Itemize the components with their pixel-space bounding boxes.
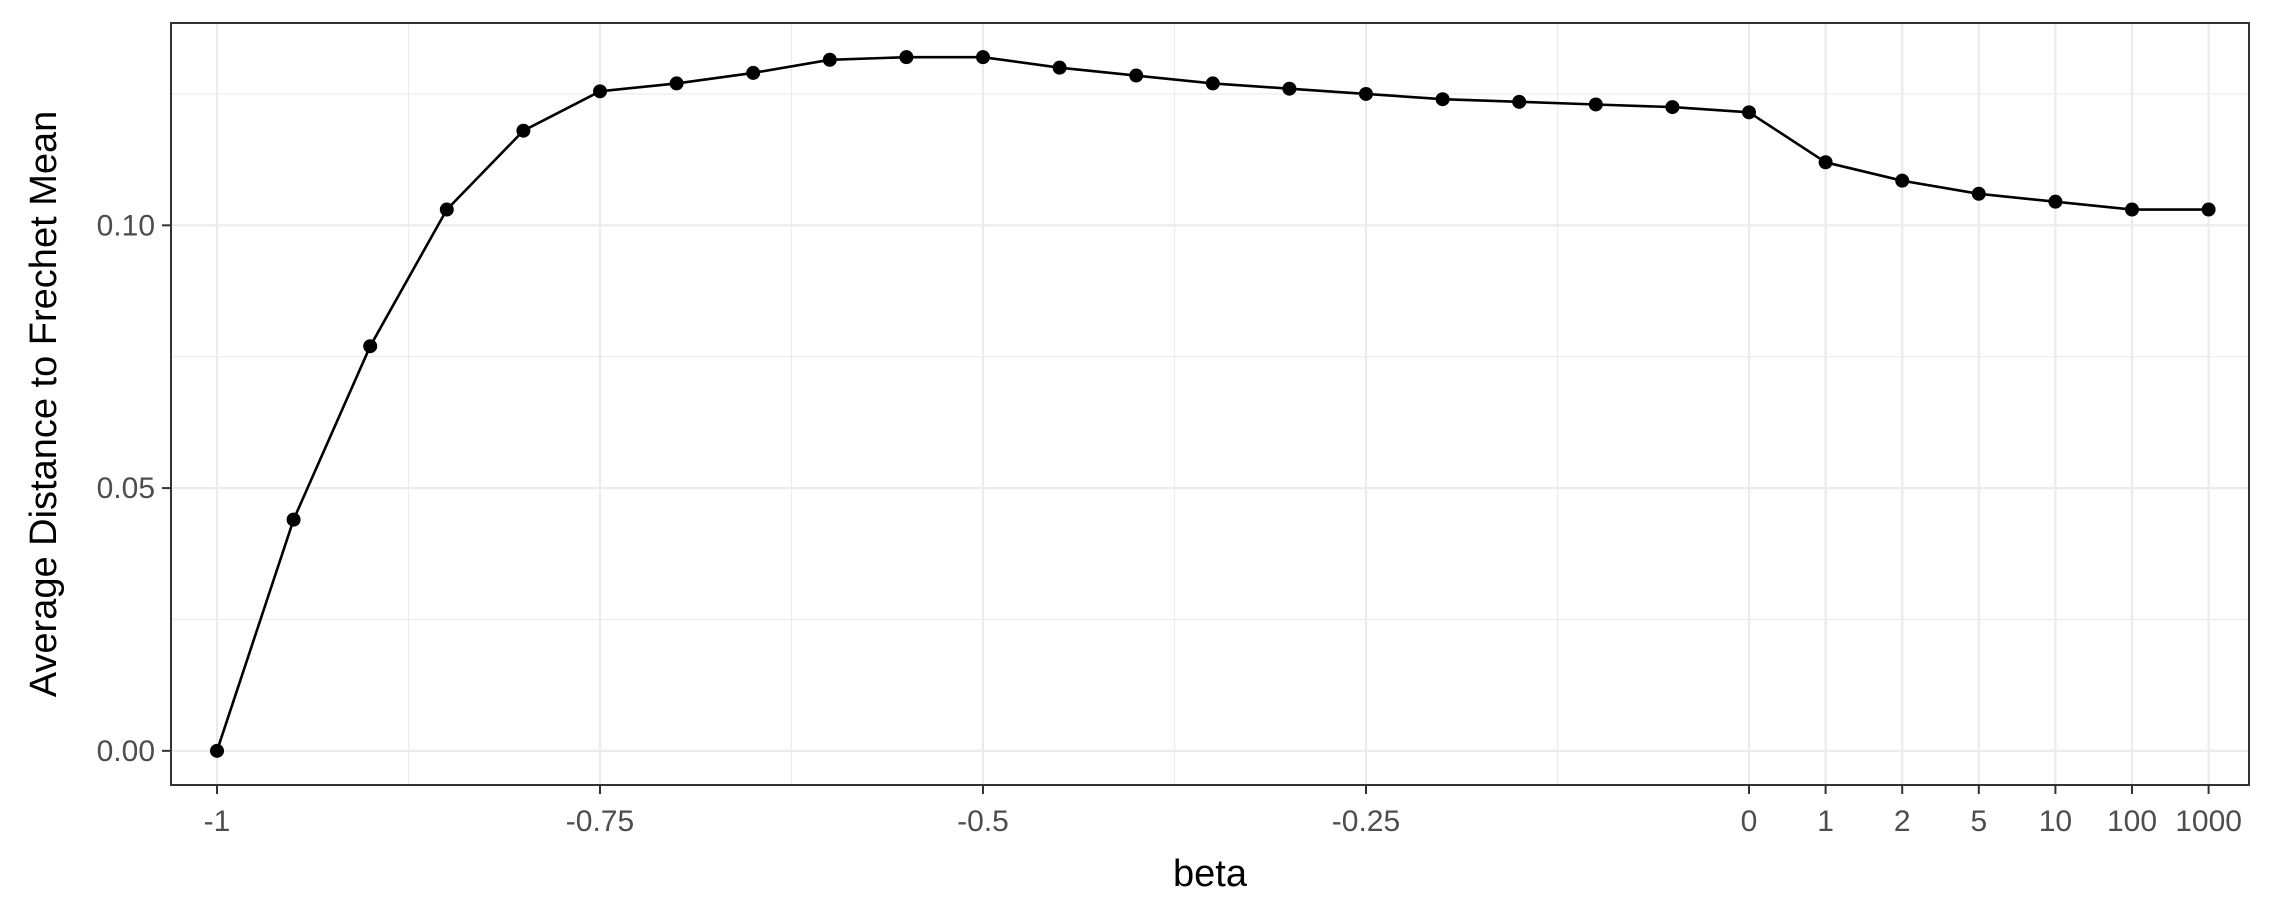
panel-border <box>170 22 2250 786</box>
data-point <box>2048 194 2063 209</box>
data-point <box>746 65 761 80</box>
x-tick-label: 1000 <box>2175 805 2242 838</box>
data-point <box>2201 202 2216 217</box>
y-tick-label: 0.10 <box>97 209 155 242</box>
data-point <box>210 743 224 758</box>
data-point <box>976 50 990 65</box>
data-point <box>593 84 607 99</box>
data-point <box>516 123 531 138</box>
data-point <box>1052 60 1067 75</box>
data-point <box>1282 81 1297 96</box>
x-tick-label: 100 <box>2107 805 2157 838</box>
x-tick-label: 1 <box>1817 805 1834 838</box>
data-point <box>1665 100 1680 115</box>
x-tick-label: -0.5 <box>957 805 1009 838</box>
data-point <box>669 76 684 91</box>
data-point <box>1818 155 1833 170</box>
data-point <box>286 512 301 527</box>
data-point <box>1895 173 1910 188</box>
data-point <box>2125 202 2139 217</box>
x-axis: -1 -0.75 -0.5 -0.25 0 1 2 5 10 100 1000 <box>204 785 2242 838</box>
data-point <box>899 50 914 65</box>
x-axis-title: beta <box>1173 853 1248 895</box>
data-point <box>1512 94 1527 109</box>
x-tick-label: 2 <box>1894 805 1911 838</box>
y-axis: 0.00 0.05 0.10 <box>97 209 171 768</box>
data-point <box>439 202 454 217</box>
data-point <box>822 52 837 67</box>
x-tick-label: 5 <box>1970 805 1987 838</box>
data-point <box>1742 105 1756 120</box>
data-point <box>1205 76 1220 91</box>
y-axis-title: Average Distance to Frechet Mean <box>23 111 65 698</box>
grid-minor <box>171 23 2249 785</box>
x-tick-label: 10 <box>2039 805 2072 838</box>
x-tick-label: -0.75 <box>566 805 634 838</box>
data-point <box>1359 86 1373 101</box>
data-point <box>1971 186 1986 201</box>
x-tick-label: 0 <box>1741 805 1758 838</box>
points-group <box>210 50 2216 758</box>
data-point <box>1129 68 1144 83</box>
data-point <box>363 339 378 354</box>
data-point <box>1435 92 1450 107</box>
y-tick-label: 0.05 <box>97 472 155 505</box>
series-group <box>215 55 2209 752</box>
data-point <box>1588 97 1603 112</box>
x-tick-label: -0.25 <box>1332 805 1400 838</box>
series-line <box>215 55 2209 752</box>
grid-major <box>171 23 2249 785</box>
x-tick-label: -1 <box>204 805 231 838</box>
y-tick-label: 0.00 <box>97 735 155 768</box>
